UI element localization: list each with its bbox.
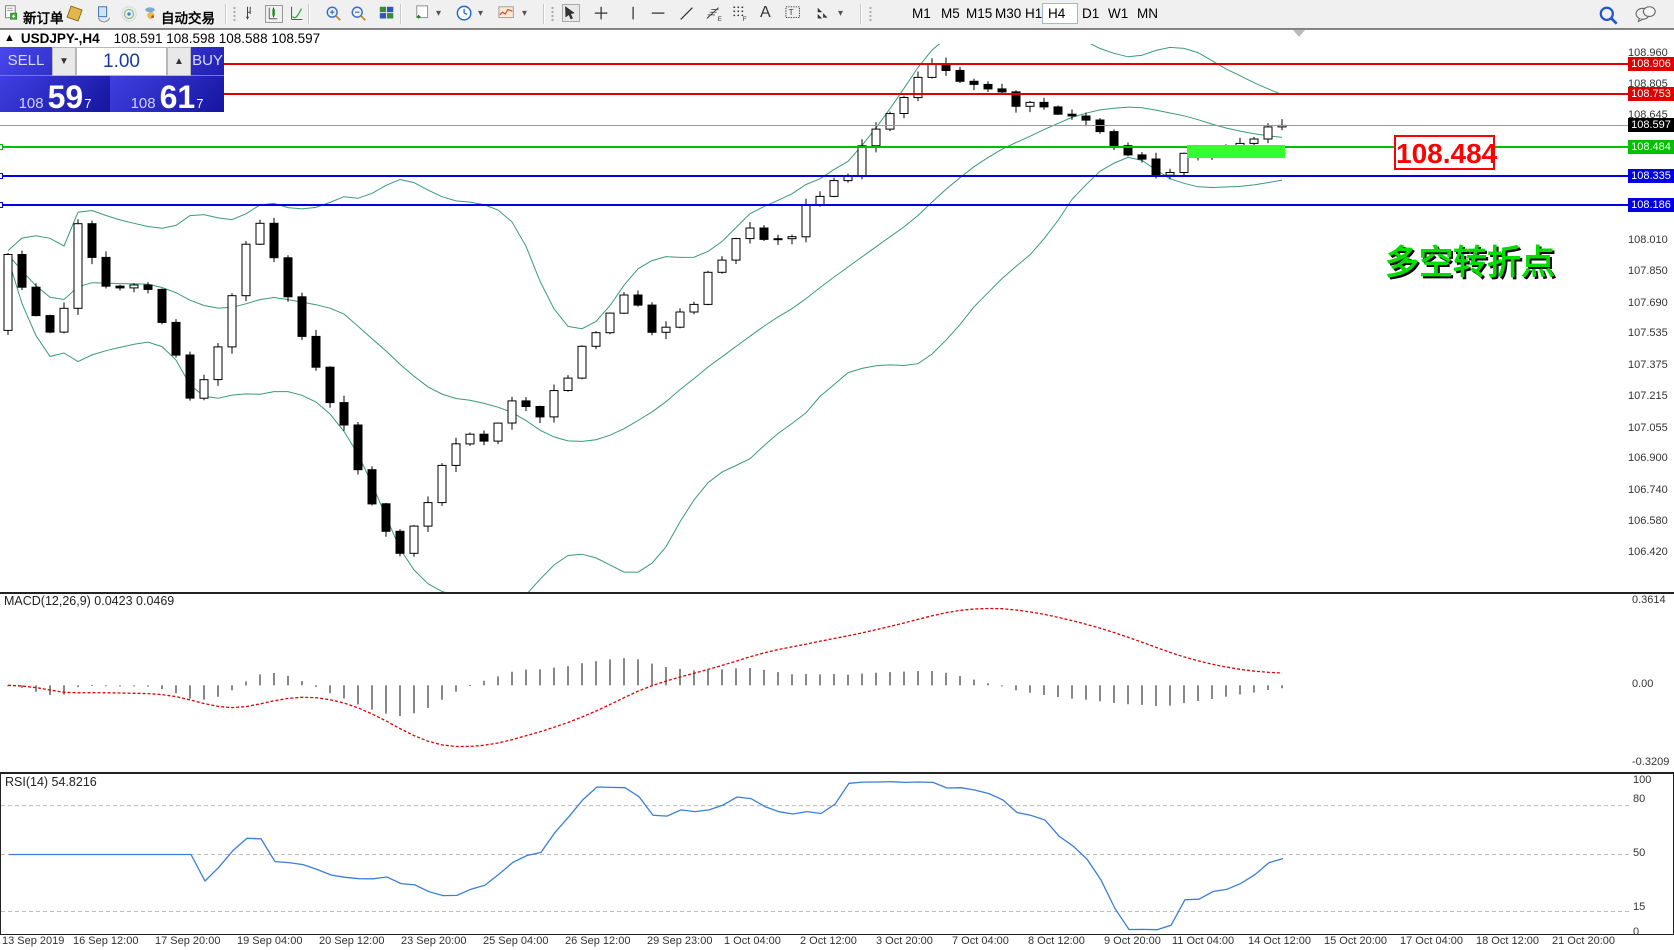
svg-text:E: E [718,16,722,23]
svg-text:F: F [743,16,747,23]
svg-text:T: T [789,8,794,17]
